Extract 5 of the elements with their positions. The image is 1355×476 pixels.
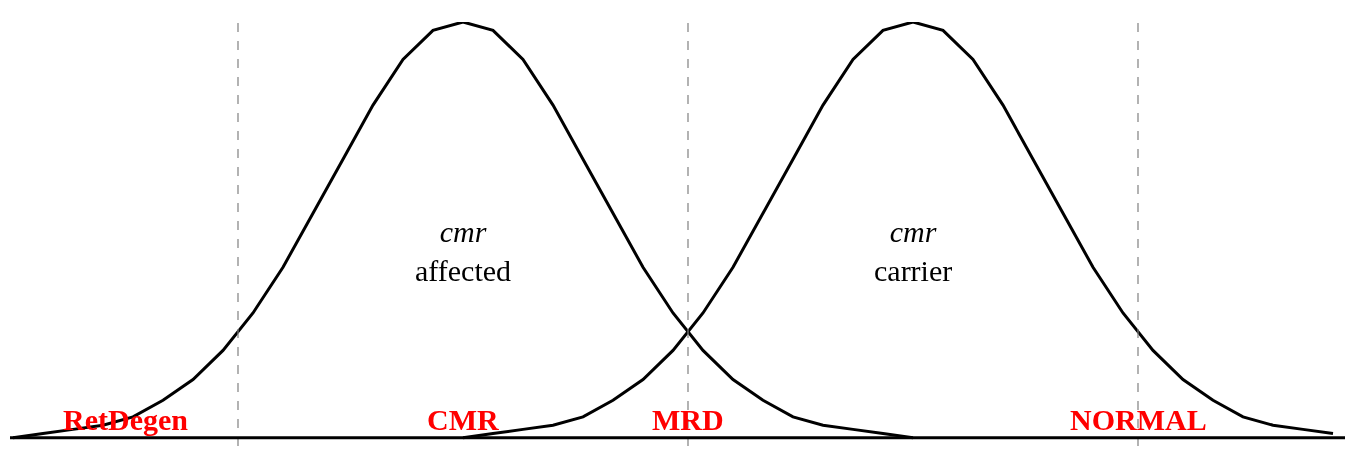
annotation: cmr carrier — [874, 215, 953, 287]
annotation: CMR — [427, 403, 499, 436]
annotation: NORMAL — [1070, 403, 1207, 436]
annotation: cmr affected — [415, 215, 512, 287]
annotation: MRD — [652, 403, 724, 436]
